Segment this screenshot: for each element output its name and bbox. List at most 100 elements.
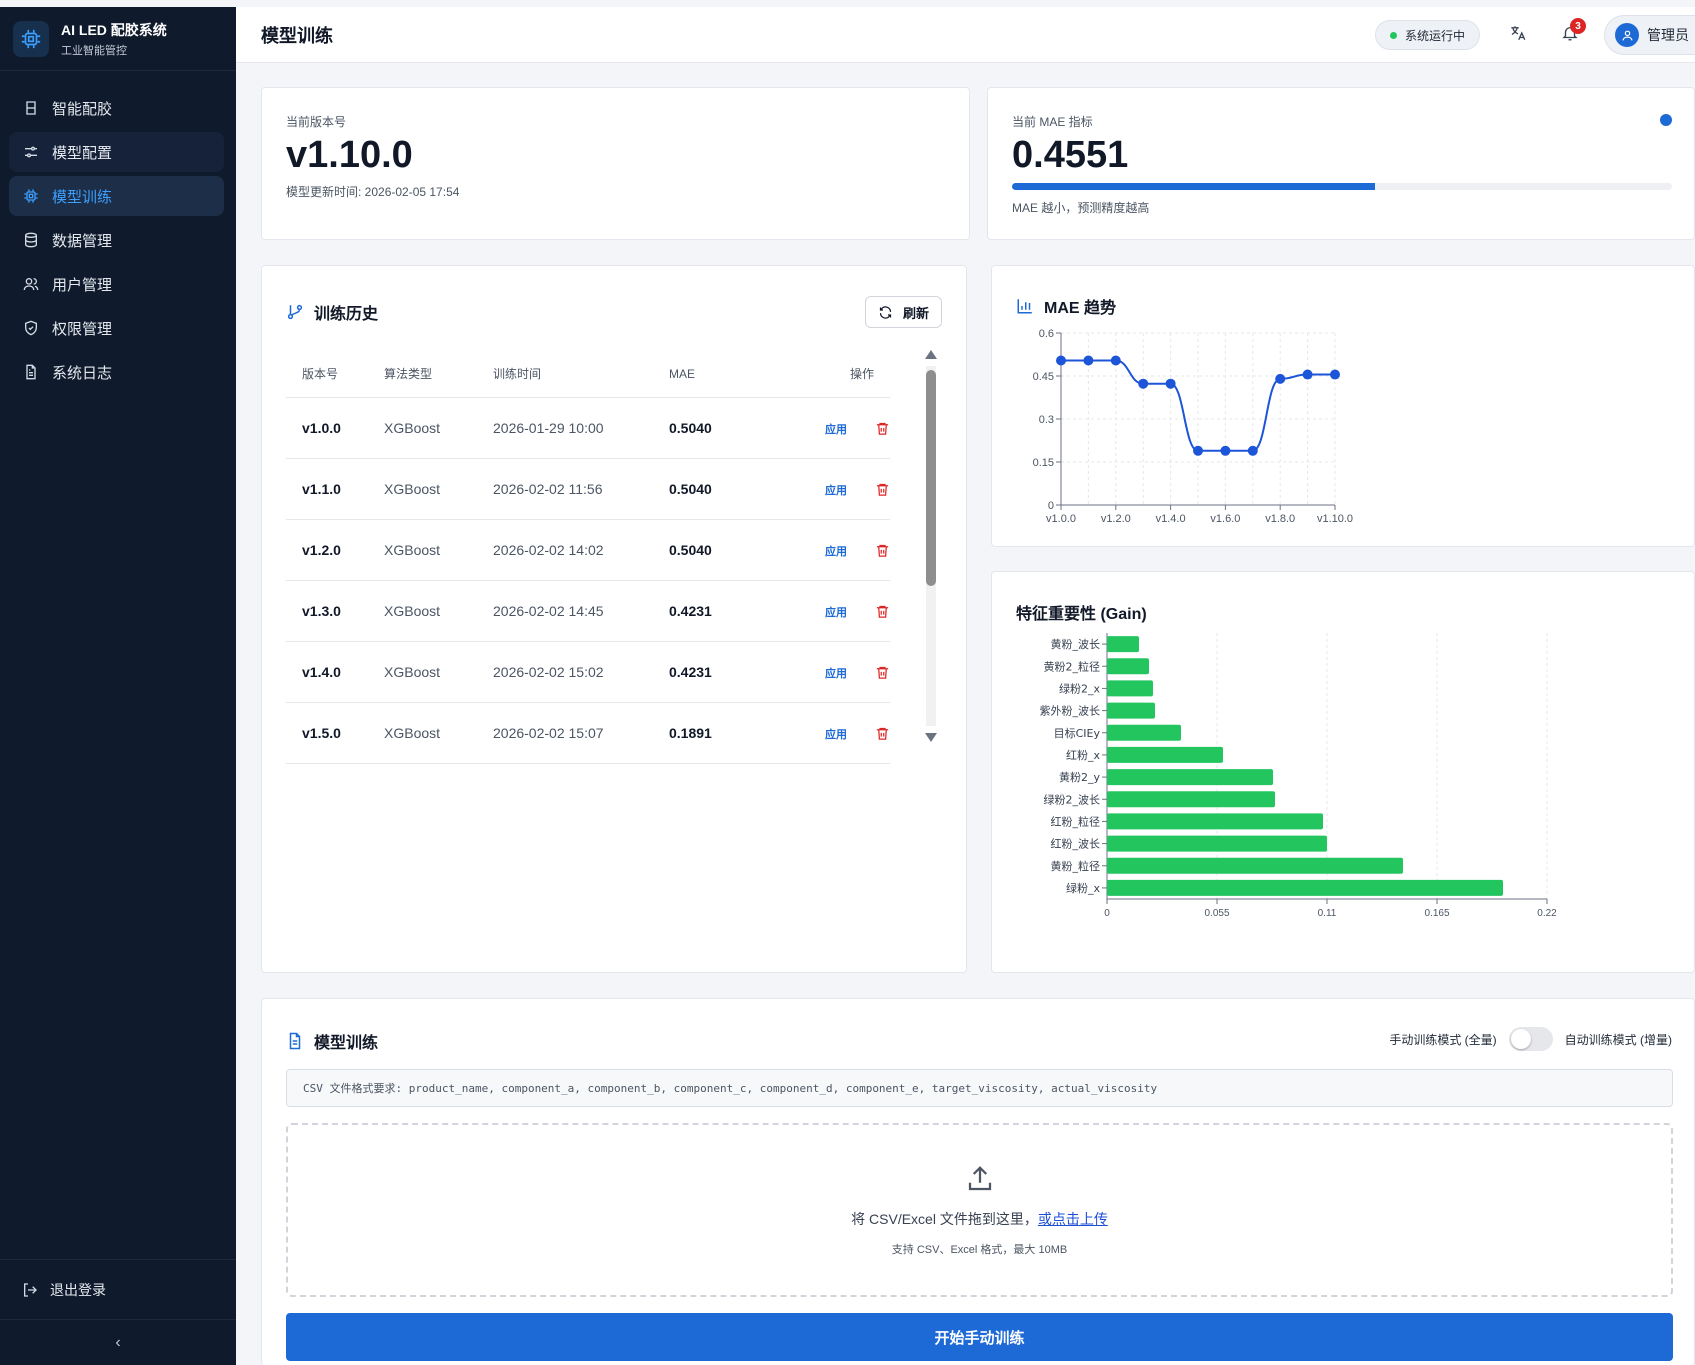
refresh-label: 刷新 (902, 305, 929, 321)
sidebar-nav: 智能配胶 模型配置 模型训练 数据管理 用户管理 权限管理 (0, 71, 236, 392)
mae-trend-chart: 0 0.15 0.3 0.45 0.6 v1.0.0 v1.2.0 v1.4.0 v1.6.0 v… (1033, 328, 1353, 525)
apply-button[interactable]: 应用 (825, 606, 847, 619)
scroll-down-arrow-icon[interactable] (925, 733, 937, 742)
scroll-thumb[interactable] (926, 370, 936, 586)
auto-mode-label: 自动训练模式 (增量) (1564, 1032, 1672, 1047)
file-dropzone[interactable]: 将 CSV/Excel 文件拖到这里，或点击上传 支持 CSV、Excel 格式… (286, 1123, 1673, 1297)
sidebar-item-label: 模型训练 (52, 188, 113, 206)
mae-indicator-dot-icon (1660, 114, 1672, 126)
apply-button[interactable]: 应用 (825, 423, 847, 436)
history-title-text: 训练历史 (314, 306, 379, 323)
delete-icon[interactable] (875, 726, 890, 741)
mae-hint: MAE 越小，预测精度越高 (1012, 201, 1150, 215)
x-tick-label: v1.10.0 (1317, 513, 1353, 525)
feature-label: 绿粉2_x (1059, 681, 1100, 695)
training-title: 模型训练 (286, 1029, 378, 1053)
y-tick-label: 0.15 (1033, 457, 1054, 469)
feature-bar (1107, 636, 1139, 653)
delete-icon[interactable] (875, 604, 890, 619)
mae-point (1083, 355, 1094, 366)
cup-icon (22, 99, 40, 117)
feature-bar (1107, 724, 1181, 741)
delete-icon[interactable] (875, 482, 890, 497)
x-tick-label: v1.6.0 (1210, 513, 1240, 525)
feature-bar (1107, 769, 1273, 786)
sidebar-item-permission-management[interactable]: 权限管理 (9, 308, 224, 348)
notifications-button[interactable]: 3 (1552, 17, 1588, 53)
row-mae: 0.5040 (669, 420, 712, 436)
row-algorithm: XGBoost (384, 725, 441, 741)
sidebar-item-system-log[interactable]: 系统日志 (9, 352, 224, 392)
row-actions: 应用 (806, 603, 890, 620)
feature-label: 红粉_x (1066, 749, 1100, 762)
sidebar-item-model-training[interactable]: 模型训练 (9, 176, 224, 216)
users-icon (22, 275, 40, 293)
apply-button[interactable]: 应用 (825, 545, 847, 558)
mae-trend-title-text: MAE 趋势 (1044, 300, 1117, 317)
row-mae: 0.5040 (669, 481, 712, 497)
mae-progress-bar (1012, 183, 1672, 190)
row-train-time: 2026-01-29 10:00 (493, 420, 604, 436)
table-row: v1.2.0 XGBoost 2026-02-02 14:02 0.5040 应用 (286, 520, 890, 581)
delete-icon[interactable] (875, 665, 890, 680)
x-tick-label: 0.11 (1318, 908, 1337, 919)
feature-bar (1107, 879, 1503, 896)
start-training-button[interactable]: 开始手动训练 (286, 1313, 1673, 1361)
row-train-time: 2026-02-02 15:07 (493, 725, 604, 741)
apply-button[interactable]: 应用 (825, 667, 847, 680)
y-tick-label: 0.3 (1039, 414, 1054, 426)
dropzone-text: 将 CSV/Excel 文件拖到这里， (851, 1210, 1038, 1227)
brand: AI LED 配胶系统 工业智能管控 (0, 7, 236, 71)
feature-label: 黄粉_粒径 (1051, 859, 1101, 873)
sidebar-item-user-management[interactable]: 用户管理 (9, 264, 224, 304)
row-algorithm: XGBoost (384, 481, 441, 497)
status-dot-icon (1389, 31, 1397, 39)
row-train-time: 2026-02-02 14:02 (493, 542, 604, 558)
scroll-up-arrow-icon[interactable] (925, 350, 937, 359)
delete-icon[interactable] (875, 421, 890, 436)
row-mae: 0.4231 (669, 603, 712, 619)
feature-bar (1107, 813, 1323, 830)
language-button[interactable] (1500, 17, 1536, 53)
mae-card: 当前 MAE 指标 0.4551 MAE 越小，预测精度越高 (987, 87, 1695, 240)
feature-bar (1107, 746, 1223, 763)
sidebar-item-data-management[interactable]: 数据管理 (9, 220, 224, 260)
page-title: 模型训练 (261, 25, 333, 46)
delete-icon[interactable] (875, 543, 890, 558)
mode-toggle[interactable] (1508, 1027, 1553, 1051)
user-menu-button[interactable]: 管理员 (1604, 15, 1695, 55)
table-scrollbar[interactable] (924, 350, 938, 742)
row-algorithm: XGBoost (384, 542, 441, 558)
sidebar-item-model-config[interactable]: 模型配置 (9, 132, 224, 172)
manual-mode-label: 手动训练模式 (全量) (1389, 1032, 1497, 1047)
app-subtitle: 工业智能管控 (61, 44, 127, 57)
table-row: v1.1.0 XGBoost 2026-02-02 11:56 0.5040 应用 (286, 459, 890, 520)
feature-label: 红粉_波长 (1051, 838, 1101, 851)
sidebar: AI LED 配胶系统 工业智能管控 智能配胶 模型配置 模型训练 数据管理 (0, 7, 236, 1365)
col-actions: 操作 (849, 367, 874, 381)
sidebar-bottom: 退出登录 ‹ (0, 1259, 236, 1365)
upload-link[interactable]: 或点击上传 (1037, 1210, 1108, 1227)
feature-label: 紫外粉_波长 (1040, 705, 1101, 718)
apply-button[interactable]: 应用 (825, 728, 847, 741)
row-algorithm: XGBoost (384, 603, 441, 619)
history-table: 版本号 算法类型 训练时间 MAE 操作 v1.0.0 XGBoost 2026-0… (286, 350, 890, 764)
sidebar-item-label: 模型配置 (52, 144, 113, 162)
feature-bar (1107, 857, 1403, 874)
refresh-button[interactable]: 刷新 (864, 296, 942, 328)
feature-bar (1107, 835, 1327, 852)
refresh-icon (878, 305, 893, 320)
logout-button[interactable]: 退出登录 (0, 1259, 236, 1319)
mae-point (1138, 378, 1149, 389)
dropzone-subtext: 支持 CSV、Excel 格式，最大 10MB (891, 1243, 1068, 1256)
chip-icon (22, 187, 40, 205)
row-algorithm: XGBoost (384, 420, 441, 436)
feature-label: 绿粉_x (1066, 881, 1100, 895)
row-version: v1.5.0 (302, 725, 341, 741)
sidebar-item-smart-dispensing[interactable]: 智能配胶 (9, 88, 224, 128)
sidebar-collapse-button[interactable]: ‹ (0, 1319, 236, 1365)
apply-button[interactable]: 应用 (825, 484, 847, 497)
row-version: v1.0.0 (302, 420, 341, 436)
